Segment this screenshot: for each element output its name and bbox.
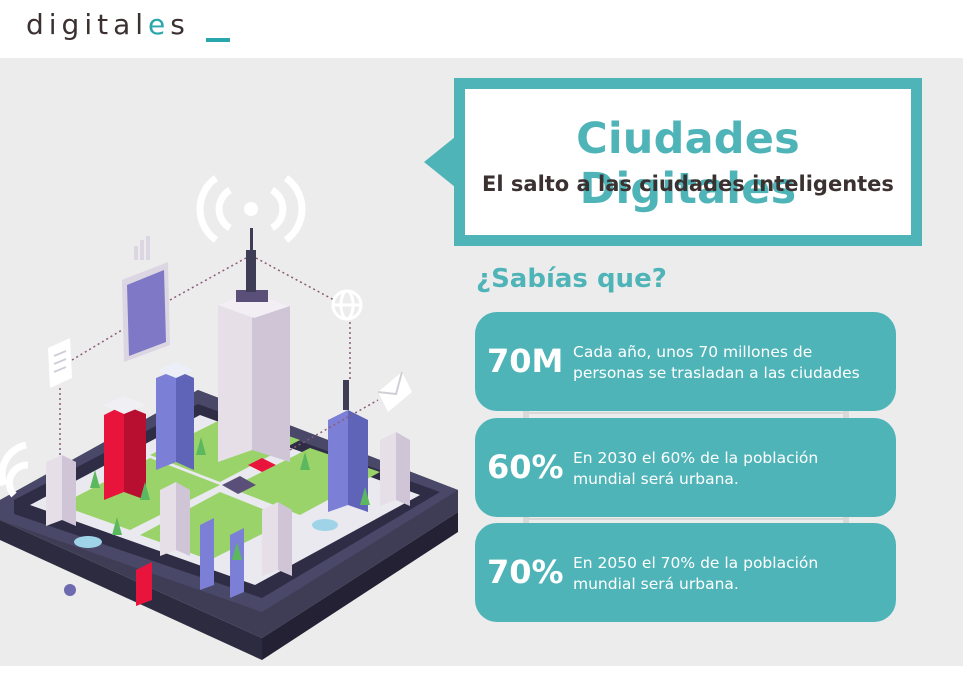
stat-description: En 2050 el 70% de la población mundial s…: [573, 553, 883, 595]
stat-number: 60%: [487, 448, 564, 486]
purple-tower-icon: [156, 362, 368, 512]
stat-description-line: mundial será urbana.: [573, 470, 739, 488]
did-you-know-heading: ¿Sabías que?: [476, 264, 667, 294]
skyscraper-icon: [218, 228, 290, 462]
stat-card-2030: 60% En 2030 el 60% de la población mundi…: [475, 418, 896, 517]
stat-connector: [523, 406, 849, 420]
smart-city-illustration: [0, 175, 458, 660]
document-icon: [48, 338, 72, 388]
small-buildings-icon: [46, 432, 410, 606]
page-subtitle: El salto a las ciudades inteligentes: [482, 172, 894, 196]
page-title: Ciudades Digitales: [576, 114, 800, 214]
logo-cursor: [206, 38, 230, 42]
stat-connector: [523, 512, 849, 526]
globe-icon: [331, 289, 363, 321]
digitales-logo[interactable]: digitales: [26, 8, 230, 42]
stat-card-2050: 70% En 2050 el 70% de la población mundi…: [475, 523, 896, 622]
stat-number: 70%: [487, 553, 564, 591]
logo-text-post: s: [170, 8, 190, 41]
network-connector-lines: [59, 257, 379, 456]
title-pointer-arrow: [424, 137, 455, 187]
stat-description: Cada año, unos 70 millones de personas s…: [573, 342, 883, 384]
stat-description: En 2030 el 60% de la población mundial s…: [573, 448, 883, 490]
stat-card-migration: 70M Cada año, unos 70 millones de person…: [475, 312, 896, 411]
stat-description-line: mundial será urbana.: [573, 575, 739, 593]
stat-description-line: En 2030 el 60% de la población: [573, 449, 819, 467]
title-box: [465, 89, 911, 235]
stat-description-line: personas se trasladan a las ciudades: [573, 364, 860, 382]
floating-tablet-icon: [122, 236, 170, 362]
trees-icon: [90, 437, 370, 560]
stat-description-line: Cada año, unos 70 millones de: [573, 343, 813, 361]
red-tower-icon: [104, 396, 146, 500]
logo-text-e: e: [148, 8, 171, 41]
logo-text-pre: digital: [26, 8, 149, 41]
stat-number: 70M: [487, 342, 564, 380]
wifi-signal-icon: [0, 175, 306, 498]
header: digitales: [0, 0, 963, 58]
stat-description-line: En 2050 el 70% de la población: [573, 554, 819, 572]
envelope-icon: [377, 371, 412, 412]
